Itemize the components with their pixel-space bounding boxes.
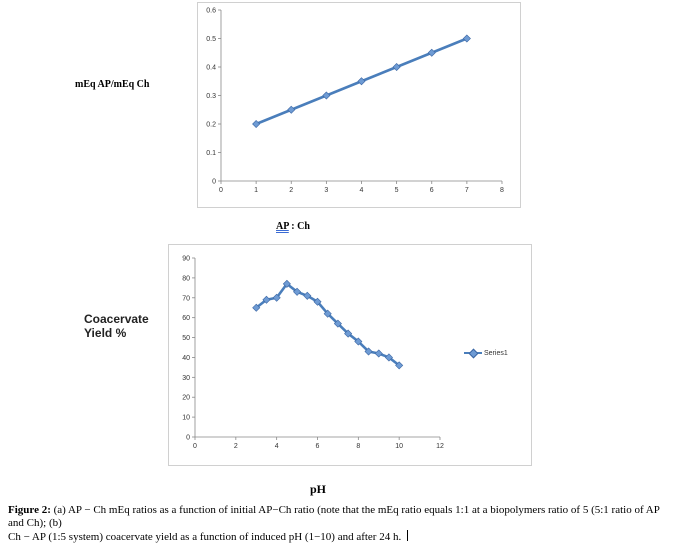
chart-b-x-tick-label: 2 xyxy=(234,443,238,450)
chart-a-data-point xyxy=(287,105,296,114)
chart-a-x-tick-label: 2 xyxy=(289,187,293,194)
chart-b-data-point xyxy=(323,309,332,318)
chart-b-data-point xyxy=(374,349,383,358)
chart-b-x-tick-label: 0 xyxy=(193,443,197,450)
chart-b-y-tick-label: 20 xyxy=(182,395,190,402)
chart-b-x-tick-label: 4 xyxy=(275,443,279,450)
chart-b-y-axis-label: Coacervate Yield % xyxy=(84,312,149,340)
chart-a-x-label-rest: : Ch xyxy=(288,221,310,232)
chart-b-data-point xyxy=(344,329,353,338)
chart-b-data-point xyxy=(384,353,393,362)
chart-b-data-point xyxy=(293,287,302,296)
figure-caption: Figure 2: (a) AP − Ch mEq ratios as a fu… xyxy=(8,504,678,544)
chart-a-y-tick-label: 0.6 xyxy=(206,8,216,15)
chart-b-data-point xyxy=(252,303,261,312)
chart-b-data-point xyxy=(282,279,291,288)
chart-a-y-tick-label: 0.3 xyxy=(206,93,216,100)
chart-a-y-tick-label: 0.4 xyxy=(206,65,216,72)
chart-b-y-tick-label: 10 xyxy=(182,415,190,422)
text-cursor xyxy=(407,530,409,541)
caption-line1: (a) AP − Ch mEq ratios as a function of … xyxy=(8,504,660,529)
chart-b-x-tick-label: 10 xyxy=(395,443,403,450)
chart-b-x-tick-label: 8 xyxy=(356,443,360,450)
chart-b-y-tick-label: 50 xyxy=(182,335,190,342)
chart-b-data-point xyxy=(333,319,342,328)
chart-b-y-tick-label: 30 xyxy=(182,375,190,382)
chart-a-x-tick-label: 5 xyxy=(395,187,399,194)
chart-a-y-tick-label: 0.2 xyxy=(206,122,216,129)
chart-a-x-tick-label: 8 xyxy=(500,187,504,194)
caption-line2: Ch − AP (1:5 system) coacervate yield as… xyxy=(8,531,402,543)
chart-b-y-tick-label: 80 xyxy=(182,275,190,282)
chart-b-y-tick-label: 90 xyxy=(182,256,190,263)
caption-label: Figure 2: xyxy=(8,504,51,516)
chart-b-data-point xyxy=(313,297,322,306)
chart-a-x-tick-label: 6 xyxy=(430,187,434,194)
legend-swatch xyxy=(464,349,482,357)
chart-a-data-point xyxy=(392,62,401,72)
chart-a-x-label-ap: AP xyxy=(276,221,289,232)
chart-a-y-tick-label: 0.5 xyxy=(206,36,216,43)
chart-b-y-tick-label: 40 xyxy=(182,355,190,362)
chart-b-y-tick-label: 0 xyxy=(186,435,190,442)
chart-a-data-point xyxy=(427,48,436,57)
chart-a-data-point xyxy=(357,77,366,86)
chart-b-legend: Series1 xyxy=(464,349,508,357)
chart-a-x-tick-label: 3 xyxy=(324,187,328,194)
chart-b-y-label-line1: Coacervate xyxy=(84,312,149,326)
chart-b-x-axis-label: pH xyxy=(310,482,327,496)
chart-a-data-point xyxy=(322,91,331,100)
chart-a-x-tick-label: 4 xyxy=(360,187,364,194)
chart-b-data-point xyxy=(303,291,312,300)
chart-a-x-axis-label: AP : Ch xyxy=(276,221,310,232)
chart-b-data-point xyxy=(262,295,271,304)
chart-b-data-point xyxy=(354,337,363,346)
chart-b-y-label-line2: Yield % xyxy=(84,326,127,340)
chart-b-data-point xyxy=(395,361,404,370)
chart-a-y-axis-label: mEq AP/mEq Ch xyxy=(75,79,150,90)
chart-b-x-tick-label: 12 xyxy=(436,443,444,450)
chart-b-y-tick-label: 60 xyxy=(182,315,190,322)
chart-a-x-tick-label: 1 xyxy=(254,187,258,194)
legend-series-label: Series1 xyxy=(484,349,508,357)
chart-b-x-tick-label: 6 xyxy=(316,443,320,450)
chart-a-data-point xyxy=(462,34,471,43)
chart-b-data-point xyxy=(364,347,373,356)
chart-a-x-tick-label: 0 xyxy=(219,187,223,194)
chart-a-x-tick-label: 7 xyxy=(465,187,469,194)
chart-a-y-tick-label: 0 xyxy=(212,179,216,186)
chart-b-data-point xyxy=(272,293,281,302)
chart-b-y-tick-label: 70 xyxy=(182,295,190,302)
chart-a-data-point xyxy=(252,119,261,129)
chart-a-y-tick-label: 0.1 xyxy=(206,150,216,157)
